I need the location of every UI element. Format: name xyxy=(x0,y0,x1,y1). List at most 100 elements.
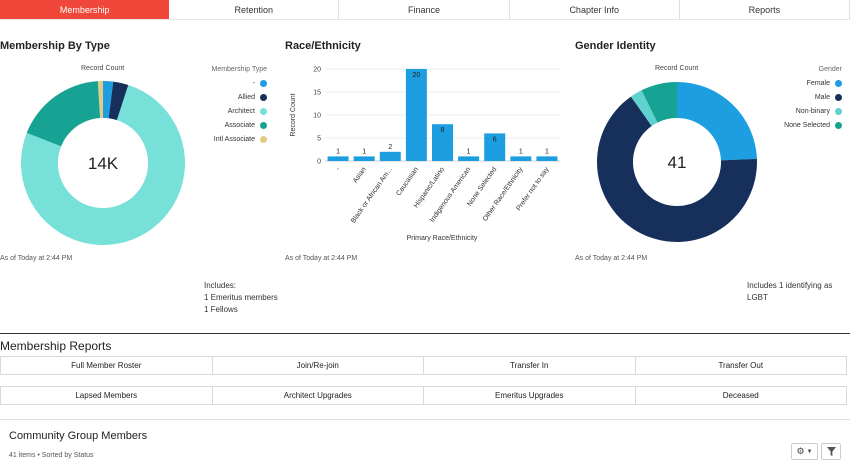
membership-legend-allied[interactable]: Allied xyxy=(177,94,267,101)
membership-as-of: As of Today at 2:44 PM xyxy=(0,255,73,262)
legend-label: Non-binary xyxy=(795,108,830,115)
membership-legend-intl-associate[interactable]: Intl Associate xyxy=(177,136,267,143)
report-architect-upgrades[interactable]: Architect Upgrades xyxy=(211,386,424,405)
report-deceased[interactable]: Deceased xyxy=(634,386,847,405)
gender-as-of: As of Today at 2:44 PM xyxy=(575,255,648,262)
tab-retention[interactable]: Retention xyxy=(169,0,340,19)
gender-center-value: 41 xyxy=(668,153,687,172)
gender-lgbt-note: Includes 1 identifying as LGBT xyxy=(747,281,833,302)
settings-button[interactable]: ⚙ ▼ xyxy=(791,443,818,460)
membership-legend-architect[interactable]: Architect xyxy=(177,108,267,115)
race-y-tick-label: 5 xyxy=(317,136,321,143)
tab-finance[interactable]: Finance xyxy=(339,0,510,19)
legend-label: Allied xyxy=(237,94,255,101)
membership-legend-associate[interactable]: Associate xyxy=(177,122,267,129)
chevron-down-icon: ▼ xyxy=(806,448,813,455)
race-as-of: As of Today at 2:44 PM xyxy=(285,255,358,262)
gender-legend-none-selected[interactable]: None Selected xyxy=(752,122,842,129)
membership-slice-intl-associate[interactable] xyxy=(97,81,103,118)
reports-title: Membership Reports xyxy=(0,339,112,353)
race-bar-indigenous-american[interactable] xyxy=(458,156,480,161)
membership-center-value: 14K xyxy=(88,154,119,173)
legend-label: None Selected xyxy=(784,122,830,129)
includes-emeritus: 1 Emeritus members xyxy=(204,293,278,302)
membership-record-count-label: Record Count xyxy=(81,65,125,72)
legend-swatch xyxy=(835,108,842,115)
report-full-member-roster[interactable]: Full Member Roster xyxy=(0,356,213,375)
legend-swatch xyxy=(835,94,842,101)
legend-swatch xyxy=(260,136,267,143)
legend-swatch xyxy=(260,122,267,129)
membership-slice-architect[interactable] xyxy=(21,85,186,245)
gender-slice-non-binary[interactable] xyxy=(630,90,658,127)
race-bar-none-selected[interactable] xyxy=(484,133,506,161)
legend-swatch xyxy=(835,122,842,129)
gender-slice-male[interactable] xyxy=(597,96,757,243)
legend-label: Male xyxy=(814,94,830,101)
reports-row-1: Full Member Roster Join/Re-join Transfer… xyxy=(0,356,847,375)
gear-icon: ⚙ xyxy=(796,446,805,456)
community-group-panel xyxy=(0,419,850,463)
race-bar-dash[interactable] xyxy=(327,156,349,161)
tab-reports[interactable]: Reports xyxy=(679,0,850,19)
membership-includes: Includes: 1 Emeritus members 1 Fellows xyxy=(204,280,278,316)
race-bar-other-race-ethnicity[interactable] xyxy=(510,156,532,161)
race-bar-value: 1 xyxy=(467,148,471,155)
membership-slice-allied[interactable] xyxy=(108,81,129,121)
tab-chapter-info[interactable]: Chapter Info xyxy=(509,0,680,19)
dashboard-tabs: Membership Retention Finance Chapter Inf… xyxy=(0,0,850,20)
membership-donut-chart[interactable]: 14K xyxy=(20,80,186,246)
race-x-tick-label: Caucasian xyxy=(395,166,420,197)
race-y-tick-label: 20 xyxy=(313,67,321,74)
race-bar-value: 1 xyxy=(545,148,549,155)
membership-legend-title: Membership Type xyxy=(211,66,267,73)
membership-title: Membership By Type xyxy=(0,40,110,52)
race-y-tick-label: 0 xyxy=(317,159,321,166)
gender-record-count-label: Record Count xyxy=(655,65,699,72)
race-x-tick-label: Asian xyxy=(352,166,368,184)
filter-icon xyxy=(826,447,836,456)
race-x-tick-label: - xyxy=(335,166,342,172)
filter-button[interactable] xyxy=(821,443,841,460)
gender-slice-none-selected[interactable] xyxy=(641,82,677,123)
legend-label: - xyxy=(252,80,255,87)
legend-label: Architect xyxy=(227,108,255,115)
gender-legend-male[interactable]: Male xyxy=(752,94,842,101)
race-bar-caucasian[interactable] xyxy=(405,69,427,161)
includes-label: Includes: xyxy=(204,281,237,290)
legend-swatch xyxy=(260,108,267,115)
includes-fellows: 1 Fellows xyxy=(204,305,238,314)
legend-swatch xyxy=(835,80,842,87)
gender-legend-non-binary[interactable]: Non-binary xyxy=(752,108,842,115)
race-bar-prefer-not-to-say[interactable] xyxy=(536,156,558,161)
gender-legend-title: Gender xyxy=(818,66,842,73)
gender-donut-chart[interactable]: 41 xyxy=(596,81,758,243)
legend-label: Female xyxy=(806,80,830,87)
report-lapsed-members[interactable]: Lapsed Members xyxy=(0,386,213,405)
race-bar-value: 20 xyxy=(412,72,420,79)
race-bar-asian[interactable] xyxy=(353,156,375,161)
legend-swatch xyxy=(260,94,267,101)
community-title: Community Group Members xyxy=(9,430,148,442)
gender-legend-female[interactable]: Female xyxy=(752,80,842,87)
race-bar-black-or-african-am[interactable] xyxy=(379,151,401,161)
report-emeritus-upgrades[interactable]: Emeritus Upgrades xyxy=(423,386,636,405)
gender-title: Gender Identity xyxy=(575,40,656,52)
race-x-axis-label: Primary Race/Ethnicity xyxy=(407,235,478,242)
legend-label: Associate xyxy=(224,122,255,129)
report-transfer-in[interactable]: Transfer In xyxy=(423,356,636,375)
community-subtitle: 41 items • Sorted by Status xyxy=(9,452,94,459)
report-join-rejoin[interactable]: Join/Re-join xyxy=(211,356,424,375)
gender-slice-female[interactable] xyxy=(677,82,757,161)
membership-slice-associate[interactable] xyxy=(26,81,101,147)
section-divider xyxy=(0,333,850,334)
membership-slice-dash[interactable] xyxy=(103,81,114,119)
race-bar-value: 2 xyxy=(388,144,392,151)
race-bar-hispanic-latino[interactable] xyxy=(432,124,453,161)
tab-membership[interactable]: Membership xyxy=(0,0,170,19)
report-transfer-out[interactable]: Transfer Out xyxy=(634,356,847,375)
race-y-axis-label: Record Count xyxy=(290,93,297,136)
membership-legend-dash[interactable]: - xyxy=(177,80,267,87)
race-y-tick-label: 15 xyxy=(313,90,321,97)
